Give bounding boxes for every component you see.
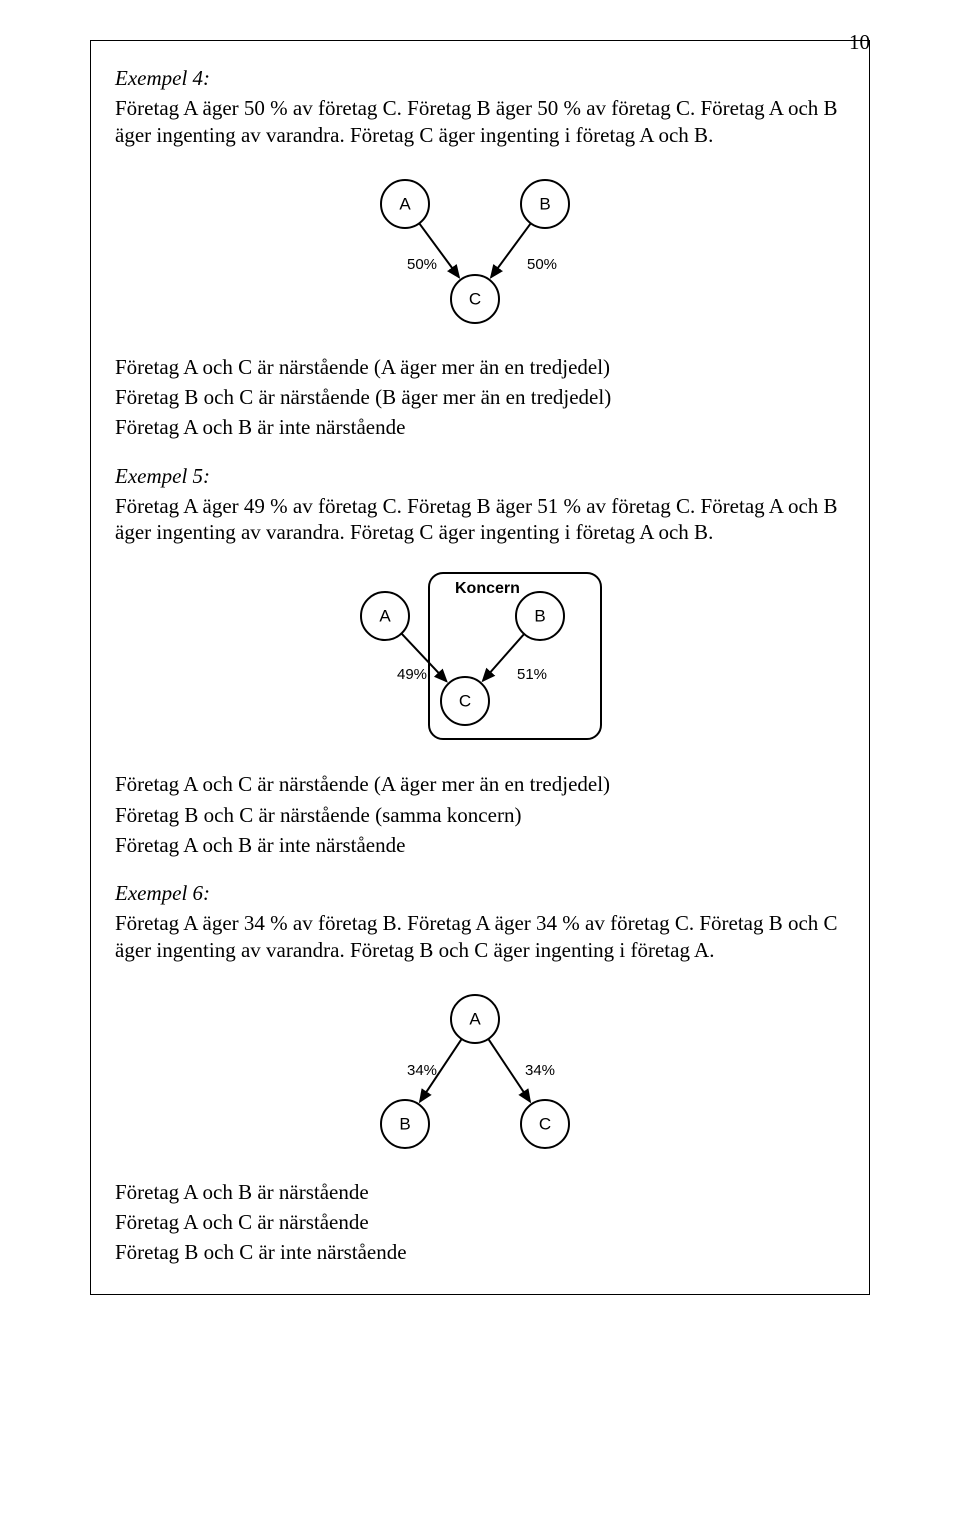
after-d3-l2: Företag A och C är närstående	[115, 1209, 845, 1235]
after-d2-l3: Företag A och B är inte närstående	[115, 832, 845, 858]
svg-text:34%: 34%	[525, 1062, 555, 1079]
svg-text:A: A	[379, 607, 391, 626]
svg-text:C: C	[459, 692, 471, 711]
example6-title: Exempel 6:	[115, 880, 845, 906]
example6-text: Företag A äger 34 % av företag B. Företa…	[115, 910, 845, 963]
diagram-3: 34% 34% A B C	[335, 979, 845, 1159]
content-box: Exempel 4: Företag A äger 50 % av företa…	[90, 40, 870, 1295]
svg-text:A: A	[469, 1009, 481, 1028]
example5-text: Företag A äger 49 % av företag C. Företa…	[115, 493, 845, 546]
svg-text:51%: 51%	[517, 666, 547, 683]
svg-text:B: B	[539, 194, 550, 213]
page: 10 Exempel 4: Företag A äger 50 % av för…	[0, 0, 960, 1530]
example4-text: Företag A äger 50 % av företag C. Företa…	[115, 95, 845, 148]
svg-text:B: B	[534, 607, 545, 626]
svg-text:A: A	[399, 194, 411, 213]
after-d3-l3: Företag B och C är inte närstående	[115, 1239, 845, 1265]
svg-text:C: C	[469, 289, 481, 308]
diagram-2: Koncern 49% 51% A B C	[325, 561, 845, 751]
after-d1-l2: Företag B och C är närstående (B äger me…	[115, 384, 845, 410]
after-d2-l1: Företag A och C är närstående (A äger me…	[115, 771, 845, 797]
example4-title: Exempel 4:	[115, 65, 845, 91]
svg-text:Koncern: Koncern	[455, 580, 520, 597]
svg-text:49%: 49%	[397, 666, 427, 683]
after-d3-l1: Företag A och B är närstående	[115, 1179, 845, 1205]
example5-title: Exempel 5:	[115, 463, 845, 489]
svg-text:50%: 50%	[407, 256, 437, 273]
svg-text:34%: 34%	[407, 1062, 437, 1079]
after-d2-l2: Företag B och C är närstående (samma kon…	[115, 802, 845, 828]
svg-text:C: C	[539, 1114, 551, 1133]
after-d1-l1: Företag A och C är närstående (A äger me…	[115, 354, 845, 380]
page-number: 10	[849, 30, 870, 55]
after-d1-l3: Företag A och B är inte närstående	[115, 414, 845, 440]
diagram-1: 50% 50% A B C	[335, 164, 845, 334]
svg-text:50%: 50%	[527, 256, 557, 273]
svg-text:B: B	[399, 1114, 410, 1133]
